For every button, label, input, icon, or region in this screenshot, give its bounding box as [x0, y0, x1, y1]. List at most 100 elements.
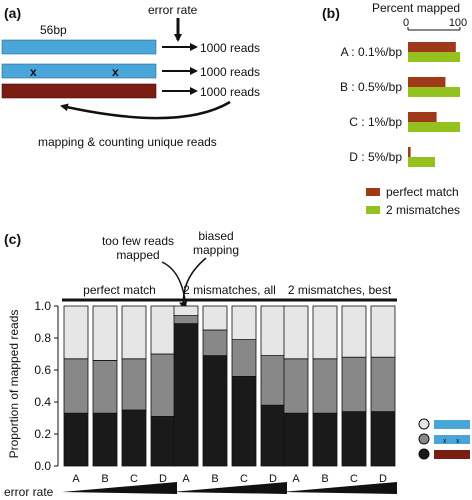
- stack-light-segment: [173, 305, 199, 317]
- legend-c-bar-blue: [434, 420, 470, 429]
- read-bar-blue: [1, 39, 157, 55]
- stack-dark-segment: [63, 412, 89, 467]
- mismatch-mark-1: x: [30, 65, 37, 79]
- stack-dark-segment: [202, 355, 228, 467]
- panel-c-label: (c): [4, 231, 21, 247]
- stack-light-segment: [283, 305, 309, 360]
- mapping-curved-arrow: [60, 100, 231, 120]
- panel-c-y-tick-label: 0.0: [34, 459, 51, 473]
- legend-c-bar-red: [434, 450, 470, 459]
- panel-c-category-label: D: [159, 473, 167, 485]
- stack-dark-segment: [92, 412, 118, 467]
- stack-light-segment: [150, 305, 176, 355]
- annotation-biased-line1: biased: [198, 229, 233, 243]
- panel-b: (b) Percent mapped 0 100 A : 0.1%/bp B : …: [322, 1, 467, 217]
- legend-label-perfect: perfect match: [386, 185, 459, 199]
- stack-dark-segment: [312, 412, 338, 467]
- stack-light-segment: [341, 305, 367, 358]
- reads-label-2: 1000 reads: [200, 65, 260, 79]
- panel-b-bar-perfect: [408, 147, 411, 157]
- legend-c: x x: [418, 418, 470, 460]
- panel-c-category-label: B: [321, 473, 328, 485]
- error-rate-wedge: [282, 482, 397, 494]
- stack-mid-segment: [150, 353, 176, 417]
- panel-c-group-label: perfect match: [83, 283, 156, 297]
- stack-mid-segment: [121, 358, 147, 411]
- panel-c-y-tick-label: 0.2: [34, 427, 51, 441]
- stack-light-segment: [92, 305, 118, 361]
- panel-c-y-tick-label: 0.6: [34, 363, 51, 377]
- stack-mid-segment: [260, 355, 286, 406]
- stack-mid-segment: [312, 358, 338, 414]
- stack-dark-segment: [231, 375, 257, 467]
- stack-dark-segment: [260, 404, 286, 467]
- panel-c-category-label: B: [211, 473, 218, 485]
- error-rate-wedges: [62, 482, 397, 494]
- panel-c-group-label: 2 mismatches, best: [288, 283, 392, 297]
- panel-b-bars: A : 0.1%/bp B : 0.5%/bp C : 1%/bp D : 5%/bp: [340, 42, 460, 167]
- mismatch-mark-2: x: [112, 65, 119, 79]
- annotation-too-few-line1: too few reads: [102, 234, 174, 248]
- panel-c-category-label: A: [182, 473, 190, 485]
- error-rate-wedge: [62, 482, 177, 494]
- stack-light-segment: [370, 305, 396, 358]
- read-length-label: 56bp: [40, 23, 67, 37]
- panel-b-bar-mismatch: [408, 122, 460, 132]
- stack-dark-segment: [121, 409, 147, 467]
- panel-b-title: Percent mapped: [372, 1, 460, 15]
- annotation-too-few-line2: mapped: [116, 248, 159, 262]
- reads-label-3: 1000 reads: [200, 85, 260, 99]
- error-rate-wedge: [172, 482, 287, 494]
- panel-a: (a) 56bp error rate x x 1000 reads 1000 …: [1, 3, 260, 149]
- annotation-biased-arrow: [179, 257, 207, 310]
- panel-c: (c) too few reads mapped biased mapping …: [4, 229, 470, 499]
- panel-b-label: (b): [322, 5, 340, 21]
- stack-mid-segment: [231, 339, 257, 377]
- stack-mid-segment: [341, 356, 367, 413]
- panel-c-category-label: C: [130, 473, 138, 485]
- stack-dark-segment: [370, 411, 396, 467]
- stack-mid-segment: [370, 356, 396, 413]
- panel-b-category-label: A : 0.1%/bp: [341, 45, 403, 59]
- stack-light-segment: [312, 305, 338, 360]
- panel-c-y-tick-label: 0.4: [34, 395, 51, 409]
- stack-mid-segment: [173, 315, 199, 325]
- panel-b-bar-perfect: [408, 112, 437, 122]
- panel-c-group-label: 2 mismatches, all: [183, 283, 276, 297]
- legend-c-circle-mid: [418, 433, 430, 445]
- panel-b-tick-100: 100: [449, 17, 467, 29]
- stack-dark-segment: [283, 412, 309, 467]
- panel-c-category-label: A: [72, 473, 80, 485]
- stack-light-segment: [231, 305, 257, 340]
- stack-mid-segment: [202, 329, 228, 357]
- panel-b-bar-perfect: [408, 77, 446, 87]
- stack-dark-segment: [341, 411, 367, 467]
- legend-label-mismatch: 2 mismatches: [386, 203, 460, 217]
- read-bar-red: [1, 83, 157, 99]
- panel-b-category-label: C : 1%/bp: [349, 115, 402, 129]
- panel-c-category-label: D: [379, 473, 387, 485]
- panel-c-category-label: A: [292, 473, 300, 485]
- stack-light-segment: [260, 305, 286, 356]
- panel-b-tick-0: 0: [403, 17, 409, 29]
- panel-c-category-label: B: [101, 473, 108, 485]
- legend-c-circle-dark: [418, 448, 430, 460]
- stack-light-segment: [63, 305, 89, 360]
- error-rate-axis-label: error rate: [4, 485, 54, 499]
- stack-mid-segment: [92, 359, 118, 414]
- panel-c-y-tick-label: 1.0: [34, 299, 51, 313]
- panel-b-bar-perfect: [408, 42, 456, 52]
- legend-c-mismatch-mark-2: x: [456, 438, 460, 445]
- panel-c-y-tick-label: 0.8: [34, 331, 51, 345]
- panel-b-category-label: B : 0.5%/bp: [340, 80, 402, 94]
- panel-c-category-label: C: [350, 473, 358, 485]
- stack-dark-segment: [150, 415, 176, 467]
- panel-c-category-label: C: [240, 473, 248, 485]
- stack-dark-segment: [173, 323, 199, 467]
- panel-b-category-label: D : 5%/bp: [349, 150, 402, 164]
- stack-light-segment: [202, 305, 228, 331]
- panel-c-chart: 0.0 0.2 0.4 0.6 0.8 1.0 perfect match A B C D 2 mis…: [34, 283, 397, 485]
- stack-light-segment: [121, 305, 147, 360]
- panel-a-label: (a): [4, 5, 21, 21]
